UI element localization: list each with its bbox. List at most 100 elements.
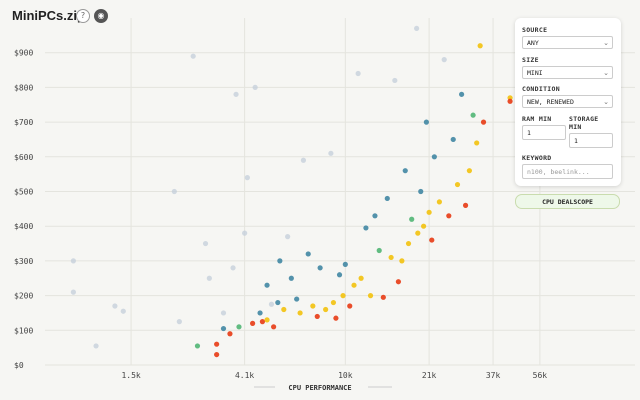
- data-point: [275, 299, 281, 306]
- data-point: [317, 265, 323, 271]
- data-point: [399, 258, 405, 264]
- data-point: [277, 258, 283, 264]
- data-point: [418, 188, 424, 195]
- x-tick-label: 56k: [533, 371, 548, 380]
- data-point: [415, 230, 421, 236]
- chevron-down-icon: ⌄: [603, 98, 609, 106]
- data-point: [480, 119, 487, 125]
- chevron-down-icon: ⌄: [603, 39, 609, 47]
- cpu-dealscope-button[interactable]: CPU DEALSCOPE: [515, 194, 620, 209]
- storage-min-label: STORAGE MIN: [569, 115, 599, 131]
- data-point: [423, 119, 429, 125]
- data-point: [264, 282, 270, 288]
- size-label: SIZE: [522, 56, 539, 64]
- data-point: [227, 331, 233, 337]
- condition-label: CONDITION: [522, 85, 560, 93]
- y-tick-label: $400: [14, 222, 33, 231]
- x-axis-label: CPU PERFORMANCE: [288, 384, 351, 392]
- ram-min-label: RAM MIN: [522, 115, 552, 123]
- data-point: [462, 202, 469, 208]
- source-select[interactable]: ANY ⌄: [522, 36, 613, 49]
- data-point: [93, 343, 99, 349]
- x-tick-label: 4.1k: [235, 371, 254, 380]
- reddit-icon[interactable]: ◉: [94, 9, 108, 23]
- data-point: [363, 225, 369, 231]
- y-tick-label: $800: [14, 83, 33, 92]
- data-point: [414, 25, 420, 32]
- data-point: [450, 136, 456, 143]
- data-point: [268, 301, 275, 307]
- data-point: [384, 195, 390, 202]
- data-point: [314, 313, 320, 320]
- source-value: ANY: [527, 39, 539, 47]
- y-tick-label: $100: [14, 326, 33, 335]
- size-select[interactable]: MINI ⌄: [522, 66, 613, 79]
- data-point: [252, 84, 258, 90]
- data-point: [347, 303, 353, 309]
- data-point: [421, 223, 427, 229]
- data-point: [426, 209, 432, 215]
- data-point: [190, 53, 196, 59]
- data-point: [328, 150, 334, 156]
- app-title: MiniPCs.zip: [12, 8, 85, 23]
- data-point: [409, 216, 415, 222]
- data-point: [336, 272, 343, 278]
- data-point: [395, 279, 402, 285]
- y-tick-label: $0: [14, 361, 24, 370]
- data-point: [459, 91, 465, 97]
- filter-panel: SOURCE ANY ⌄ SIZE MINI ⌄ CONDITION NEW, …: [515, 18, 621, 186]
- data-point: [466, 168, 472, 174]
- data-point: [367, 293, 374, 299]
- data-point: [264, 317, 270, 323]
- data-point: [429, 237, 435, 243]
- data-point: [436, 199, 442, 205]
- data-point: [454, 181, 461, 188]
- data-point: [300, 157, 307, 163]
- data-point: [405, 240, 412, 247]
- data-point: [402, 168, 408, 174]
- data-point: [310, 303, 316, 309]
- data-point: [431, 154, 437, 160]
- ram-min-input[interactable]: 1: [522, 125, 566, 140]
- question-circle-icon[interactable]: ?: [76, 9, 90, 23]
- data-point: [294, 296, 300, 302]
- data-point: [358, 275, 364, 281]
- keyword-input[interactable]: n100, beelink...: [522, 164, 613, 179]
- size-value: MINI: [527, 69, 543, 77]
- data-point: [271, 324, 277, 330]
- data-point: [206, 275, 212, 281]
- y-tick-label: $600: [14, 153, 33, 162]
- data-point: [112, 303, 118, 309]
- data-point: [236, 324, 242, 330]
- data-point: [120, 308, 126, 314]
- data-point: [250, 320, 256, 326]
- data-point: [474, 140, 480, 146]
- data-point: [392, 77, 398, 84]
- data-point: [376, 247, 382, 254]
- data-point: [70, 258, 76, 264]
- data-point: [355, 70, 361, 77]
- data-point: [288, 275, 294, 281]
- x-tick-label: 37k: [486, 371, 501, 380]
- y-tick-label: $900: [14, 49, 33, 58]
- storage-min-input[interactable]: 1: [569, 133, 613, 148]
- data-point: [176, 319, 182, 325]
- data-point: [230, 265, 236, 271]
- data-point: [305, 251, 311, 257]
- data-point: [342, 261, 348, 267]
- data-point: [171, 188, 177, 195]
- condition-select[interactable]: NEW, RENEWED ⌄: [522, 95, 613, 108]
- data-point: [194, 343, 201, 349]
- y-tick-label: $200: [14, 292, 33, 301]
- data-point: [446, 213, 452, 219]
- data-point: [202, 240, 209, 247]
- data-point: [244, 175, 250, 181]
- y-tick-label: $700: [14, 118, 33, 127]
- data-point: [259, 319, 266, 325]
- data-point: [507, 98, 513, 104]
- data-point: [441, 57, 447, 63]
- data-point: [372, 213, 378, 219]
- data-point: [233, 91, 239, 97]
- data-point: [242, 230, 248, 236]
